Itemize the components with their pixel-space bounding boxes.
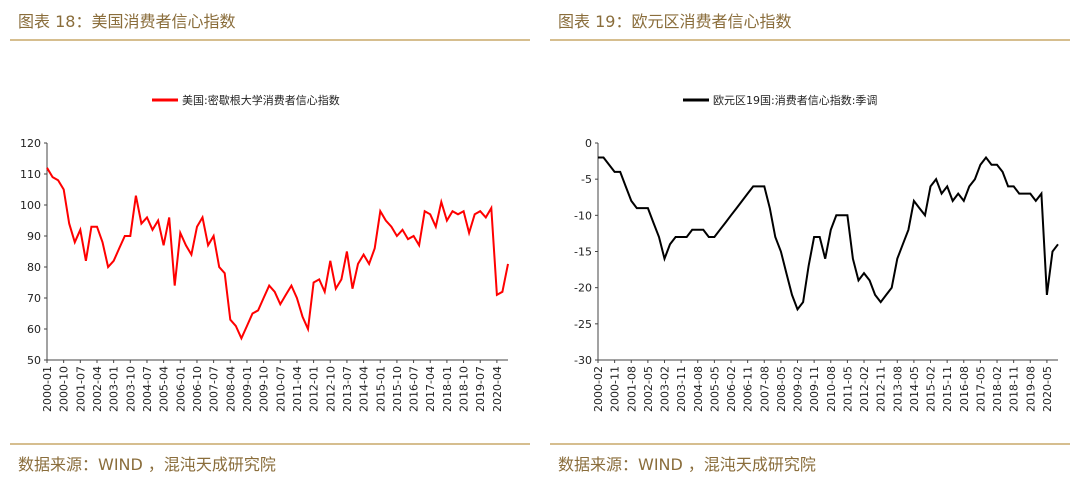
y-tick-label: 100 xyxy=(20,199,41,212)
source: 数据来源：WIND ，混沌天成研究院 xyxy=(558,455,816,474)
x-tick-label: 2015-11 xyxy=(941,366,954,412)
x-tick-label: 2006-01 xyxy=(174,366,187,412)
series-line xyxy=(598,155,1059,312)
x-tick-label: 2007-08 xyxy=(758,366,771,412)
x-tick-label: 2005-04 xyxy=(158,366,171,412)
x-tick-label: 2003-02 xyxy=(659,366,672,412)
x-tick-label: 2003-11 xyxy=(675,366,688,412)
x-tick-label: 2004-07 xyxy=(141,366,154,412)
x-tick-label: 2002-05 xyxy=(642,366,655,412)
x-tick-label: 2009-10 xyxy=(258,366,271,412)
x-tick-label: 2011-05 xyxy=(841,366,854,412)
x-tick-label: 2016-07 xyxy=(408,366,421,412)
y-tick-label: 70 xyxy=(27,292,41,305)
x-tick-label: 2013-07 xyxy=(341,366,354,412)
x-tick-label: 2014-05 xyxy=(908,366,921,412)
x-tick-label: 2020-04 xyxy=(491,366,504,412)
y-tick-label: -30 xyxy=(574,354,592,367)
y-tick-label: 110 xyxy=(20,168,41,181)
y-tick-label: -25 xyxy=(574,318,592,331)
x-tick-label: 2006-02 xyxy=(725,366,738,412)
y-tick-label: 90 xyxy=(27,230,41,243)
x-tick-label: 2010-08 xyxy=(825,366,838,412)
x-tick-label: 2015-01 xyxy=(374,366,387,412)
x-tick-label: 2012-01 xyxy=(308,366,321,412)
x-tick-label: 2012-11 xyxy=(875,366,888,412)
x-tick-label: 2015-02 xyxy=(925,366,938,412)
source: 数据来源：WIND ，混沌天成研究院 xyxy=(18,455,276,474)
y-tick-label: -10 xyxy=(574,209,592,222)
x-tick-label: 2018-11 xyxy=(1008,366,1021,412)
x-tick-label: 2018-01 xyxy=(441,366,454,412)
series-line xyxy=(46,167,509,341)
y-tick-label: -20 xyxy=(574,282,592,295)
x-tick-label: 2020-05 xyxy=(1041,366,1054,412)
x-tick-label: 2019-08 xyxy=(1024,366,1037,412)
x-tick-label: 2005-05 xyxy=(708,366,721,412)
x-tick-label: 2012-10 xyxy=(324,366,337,412)
x-tick-label: 2019-07 xyxy=(474,366,487,412)
x-tick-label: 2006-10 xyxy=(191,366,204,412)
legend-label: 欧元区19国:消费者信心指数:季调 xyxy=(713,93,877,107)
y-tick-label: 50 xyxy=(27,354,41,367)
x-tick-label: 2013-08 xyxy=(891,366,904,412)
x-tick-label: 2017-04 xyxy=(424,366,437,412)
x-tick-label: 2018-02 xyxy=(991,366,1004,412)
x-tick-label: 2000-01 xyxy=(41,366,54,412)
y-tick-label: -15 xyxy=(574,246,592,259)
x-tick-label: 2012-02 xyxy=(858,366,871,412)
y-tick-label: 120 xyxy=(20,137,41,150)
x-tick-label: 2009-02 xyxy=(792,366,805,412)
x-tick-label: 2000-02 xyxy=(592,366,605,412)
x-tick-label: 2015-10 xyxy=(391,366,404,412)
legend-label: 美国:密歇根大学消费者信心指数 xyxy=(182,93,340,107)
header: 图表 18：美国消费者信心指数 xyxy=(18,12,235,31)
x-tick-label: 2009-01 xyxy=(241,366,254,412)
header: 图表 19：欧元区消费者信心指数 xyxy=(558,12,791,31)
x-tick-label: 2009-11 xyxy=(808,366,821,412)
x-tick-label: 2010-07 xyxy=(274,366,287,412)
y-tick-label: -5 xyxy=(581,173,592,186)
x-tick-label: 2017-05 xyxy=(974,366,987,412)
x-tick-label: 2016-08 xyxy=(958,366,971,412)
x-tick-label: 2000-11 xyxy=(609,366,622,412)
x-tick-label: 2000-10 xyxy=(58,366,71,412)
y-tick-label: 60 xyxy=(27,323,41,336)
y-tick-label: 80 xyxy=(27,261,41,274)
x-tick-label: 2006-11 xyxy=(742,366,755,412)
x-tick-label: 2008-05 xyxy=(775,366,788,412)
x-tick-label: 2002-04 xyxy=(91,366,104,412)
y-tick-label: 0 xyxy=(585,137,592,150)
x-tick-label: 2008-04 xyxy=(224,366,237,412)
x-tick-label: 2018-10 xyxy=(458,366,471,412)
x-tick-label: 2001-08 xyxy=(625,366,638,412)
x-tick-label: 2007-07 xyxy=(208,366,221,412)
x-tick-label: 2011-04 xyxy=(291,366,304,412)
x-tick-label: 2014-04 xyxy=(358,366,371,412)
x-tick-label: 2003-01 xyxy=(108,366,121,412)
x-tick-label: 2003-10 xyxy=(124,366,137,412)
x-tick-label: 2001-07 xyxy=(74,366,87,412)
x-tick-label: 2004-08 xyxy=(692,366,705,412)
